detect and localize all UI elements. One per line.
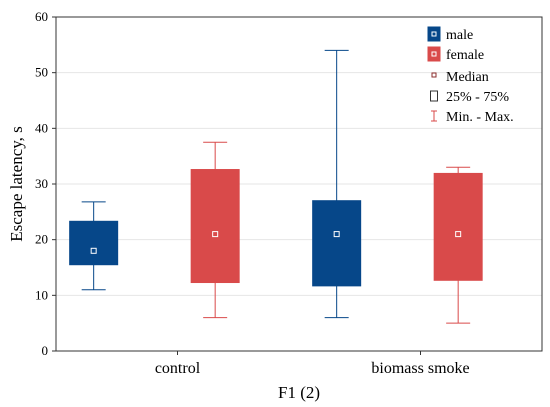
box-male-control <box>69 201 119 291</box>
y-tick-label: 20 <box>35 232 48 247</box>
x-tick-label: biomass smoke <box>371 360 469 377</box>
iqr-box <box>69 220 119 266</box>
legend-swatch-marker <box>431 51 437 57</box>
median-marker <box>90 247 97 254</box>
y-axis: 0 10 20 30 40 50 60 <box>35 9 56 358</box>
legend-median-symbol <box>431 72 437 78</box>
iqr-box <box>190 169 240 284</box>
legend-label: Median <box>446 70 489 85</box>
y-tick-label: 0 <box>42 343 49 358</box>
box-series <box>69 49 483 324</box>
legend-label-female: female <box>446 48 484 63</box>
y-tick-label: 40 <box>35 120 48 135</box>
x-axis-label: F1 (2) <box>278 383 320 402</box>
x-axis: control biomass smoke <box>155 351 470 377</box>
y-tick-label: 10 <box>35 287 48 302</box>
box-male-biomass-smoke <box>312 49 362 319</box>
legend-label: 25% - 75% <box>446 90 509 105</box>
y-tick-label: 60 <box>35 9 48 24</box>
median-marker <box>333 231 340 238</box>
legend-label-male: male <box>446 28 473 43</box>
median-marker <box>212 231 219 238</box>
y-tick-label: 50 <box>35 65 48 80</box>
box-female-control <box>190 141 240 319</box>
y-axis-label: Escape latency, s <box>7 126 26 241</box>
box-female-biomass-smoke <box>433 166 483 324</box>
y-tick-label: 30 <box>35 176 48 191</box>
iqr-box <box>312 200 362 287</box>
legend-swatch-female <box>427 46 441 62</box>
legend-label: Min. - Max. <box>446 110 514 125</box>
legend-swatch-male <box>427 26 441 42</box>
iqr-box <box>433 172 483 281</box>
x-tick-label: control <box>155 360 201 377</box>
legend: male female Median 25% - 75% Min. - Max. <box>427 26 514 125</box>
legend-box-symbol <box>430 90 438 102</box>
plot-frame <box>55 16 543 352</box>
median-marker <box>455 231 462 238</box>
legend-swatch-marker <box>431 31 437 37</box>
